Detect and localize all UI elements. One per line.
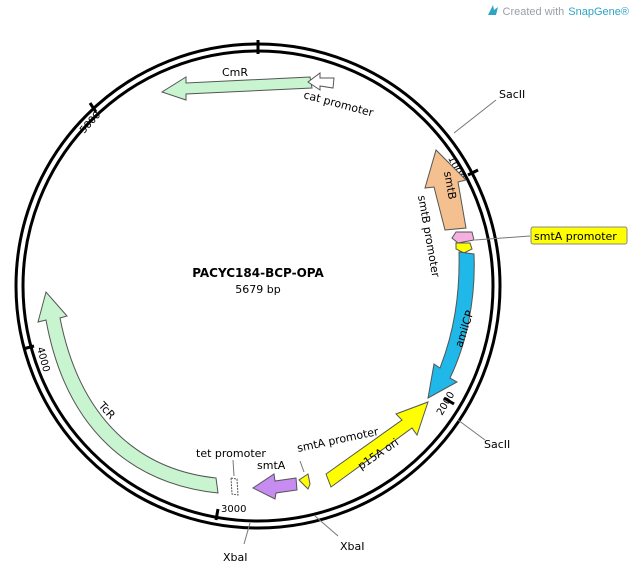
feature-smtb-promoter-label: smtB promoter: [415, 194, 442, 278]
feature-smta-promoter-top-label-bg: [530, 226, 628, 245]
site-label-xbai-2: XbaI: [340, 540, 365, 553]
feature-smta-label: smtA: [257, 459, 286, 472]
watermark-prefix: Created with: [502, 5, 565, 18]
feature-cat-promoter-label: cat promoter: [302, 88, 375, 119]
feature-p15a-ori-arrow[interactable]: [325, 401, 429, 488]
feature-smtb-label: smtB: [441, 170, 459, 200]
feature-cmr-label: CmR: [222, 66, 248, 79]
feature-tcr-arrow[interactable]: [37, 290, 219, 494]
feature-smta-promoter-top-arrow[interactable]: [455, 242, 473, 254]
tick-label-3000: 3000: [221, 504, 246, 515]
feature-cat-promoter-arrow[interactable]: [307, 72, 335, 91]
plasmid-name: PACYC184-BCP-OPA: [192, 266, 324, 280]
feature-smtb-promoter-arrow[interactable]: [451, 231, 475, 244]
feature-smta-promoter-top-leader: [474, 235, 531, 241]
watermark-brand: SnapGene®: [568, 5, 629, 18]
feature-smta-promoter-bottom-leader: [299, 460, 305, 473]
site-label-xbai-1: XbaI: [223, 551, 248, 564]
tick-2000: [443, 396, 455, 406]
tick-5000: [88, 102, 98, 113]
plasmid-length: 5679 bp: [235, 283, 280, 296]
snapgene-watermark: Created with SnapGene®: [487, 4, 629, 19]
feature-smta-promoter-top-label: smtA promoter: [534, 230, 617, 243]
feature-tet-promoter-leader: [232, 459, 235, 477]
feature-smta-promoter-bottom-arrow[interactable]: [298, 473, 311, 490]
feature-smta-arrow[interactable]: [252, 473, 298, 500]
site-label-sacii-1: SacII: [499, 88, 525, 101]
feature-tet-promoter-arrow[interactable]: [230, 477, 239, 496]
site-label-sacii-2: SacII: [484, 438, 510, 451]
feature-tet-promoter-label: tet promoter: [196, 447, 266, 460]
tick-4000: [22, 344, 35, 351]
site-line-sacii-2: [457, 419, 486, 441]
snapgene-logo-icon: [487, 4, 499, 19]
feature-cmr-arrow[interactable]: [160, 76, 313, 101]
feature-amilcp-arrow[interactable]: [427, 251, 475, 399]
site-line-sacii-1: [453, 99, 497, 134]
feature-smtb-arrow[interactable]: [424, 149, 467, 231]
site-line-xbai-1: [243, 522, 251, 545]
tick-1000: [467, 168, 479, 177]
tick-3000: [214, 508, 220, 521]
site-line-xbai-2: [314, 515, 339, 537]
